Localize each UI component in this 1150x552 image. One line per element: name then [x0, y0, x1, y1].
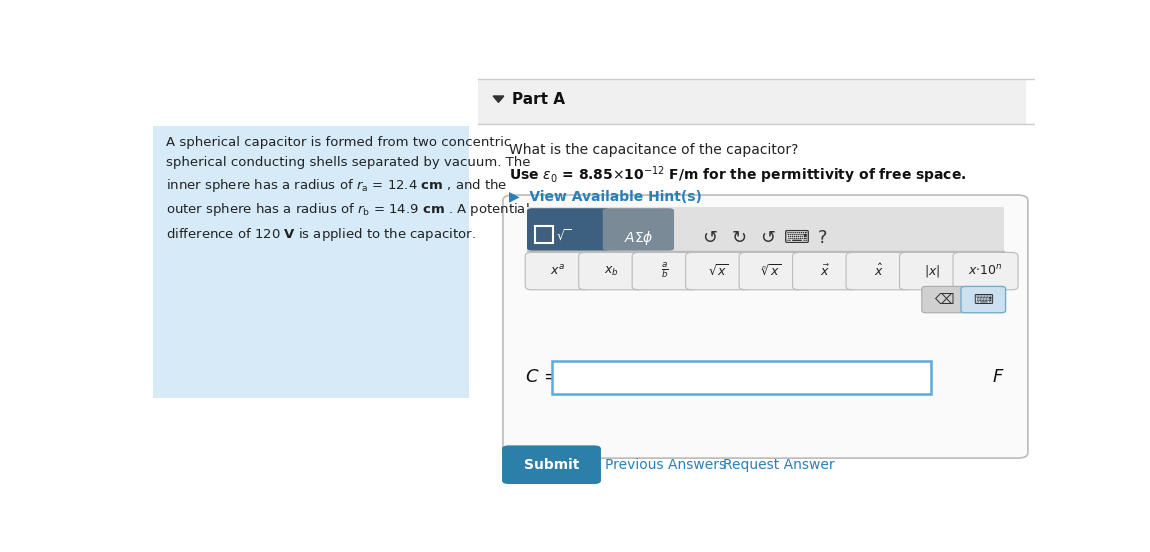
FancyBboxPatch shape — [503, 445, 601, 484]
FancyBboxPatch shape — [922, 286, 966, 313]
Text: $\sqrt{\,}$: $\sqrt{\,}$ — [555, 229, 570, 244]
Text: ↻: ↻ — [731, 229, 746, 247]
Text: What is the capacitance of the capacitor?: What is the capacitance of the capacitor… — [509, 143, 798, 157]
Text: $|x|$: $|x|$ — [923, 263, 941, 279]
Text: Submit: Submit — [523, 458, 580, 472]
FancyBboxPatch shape — [527, 208, 611, 251]
FancyBboxPatch shape — [535, 226, 553, 243]
Text: ?: ? — [818, 229, 828, 247]
Text: $\hat{x}$: $\hat{x}$ — [874, 263, 883, 279]
Text: $C$ =: $C$ = — [526, 368, 559, 386]
Text: $\sqrt[n]{x}$: $\sqrt[n]{x}$ — [761, 263, 782, 279]
FancyBboxPatch shape — [552, 361, 930, 394]
FancyBboxPatch shape — [153, 126, 469, 398]
Polygon shape — [493, 96, 504, 102]
FancyBboxPatch shape — [632, 252, 697, 290]
Text: $\frac{a}{b}$: $\frac{a}{b}$ — [661, 261, 668, 281]
FancyBboxPatch shape — [961, 286, 1005, 313]
FancyBboxPatch shape — [685, 252, 751, 290]
FancyBboxPatch shape — [603, 208, 674, 251]
Text: ▶  View Available Hint(s): ▶ View Available Hint(s) — [509, 189, 702, 204]
Text: $x{\cdot}10^n$: $x{\cdot}10^n$ — [968, 264, 1003, 278]
FancyBboxPatch shape — [478, 79, 1026, 124]
FancyBboxPatch shape — [953, 252, 1018, 290]
Text: F: F — [992, 368, 1003, 386]
Text: ⌨: ⌨ — [973, 293, 994, 306]
Text: A spherical capacitor is formed from two concentric
spherical conducting shells : A spherical capacitor is formed from two… — [166, 136, 530, 243]
FancyBboxPatch shape — [899, 252, 965, 290]
Text: ↺: ↺ — [703, 229, 718, 247]
Text: ⌨: ⌨ — [784, 229, 810, 247]
Text: ↺: ↺ — [760, 229, 775, 247]
Text: $\sqrt{x}$: $\sqrt{x}$ — [708, 263, 728, 279]
Text: $\vec{x}$: $\vec{x}$ — [820, 263, 830, 279]
Text: $A\Sigma\phi$: $A\Sigma\phi$ — [623, 229, 653, 247]
Text: Request Answer: Request Answer — [723, 458, 835, 472]
FancyBboxPatch shape — [846, 252, 911, 290]
Text: ⌫: ⌫ — [934, 293, 953, 306]
FancyBboxPatch shape — [578, 252, 644, 290]
FancyBboxPatch shape — [526, 252, 590, 290]
Text: Part A: Part A — [512, 92, 565, 107]
FancyBboxPatch shape — [503, 195, 1028, 458]
FancyBboxPatch shape — [527, 206, 1004, 251]
Text: Previous Answers: Previous Answers — [605, 458, 727, 472]
FancyBboxPatch shape — [792, 252, 858, 290]
FancyBboxPatch shape — [739, 252, 804, 290]
Text: Use $\epsilon_0$ = 8.85$\times$10$^{-12}$ F/m for the permittivity of free space: Use $\epsilon_0$ = 8.85$\times$10$^{-12}… — [509, 165, 967, 187]
Text: $x_b$: $x_b$ — [604, 264, 619, 278]
Text: $x^a$: $x^a$ — [550, 264, 566, 278]
